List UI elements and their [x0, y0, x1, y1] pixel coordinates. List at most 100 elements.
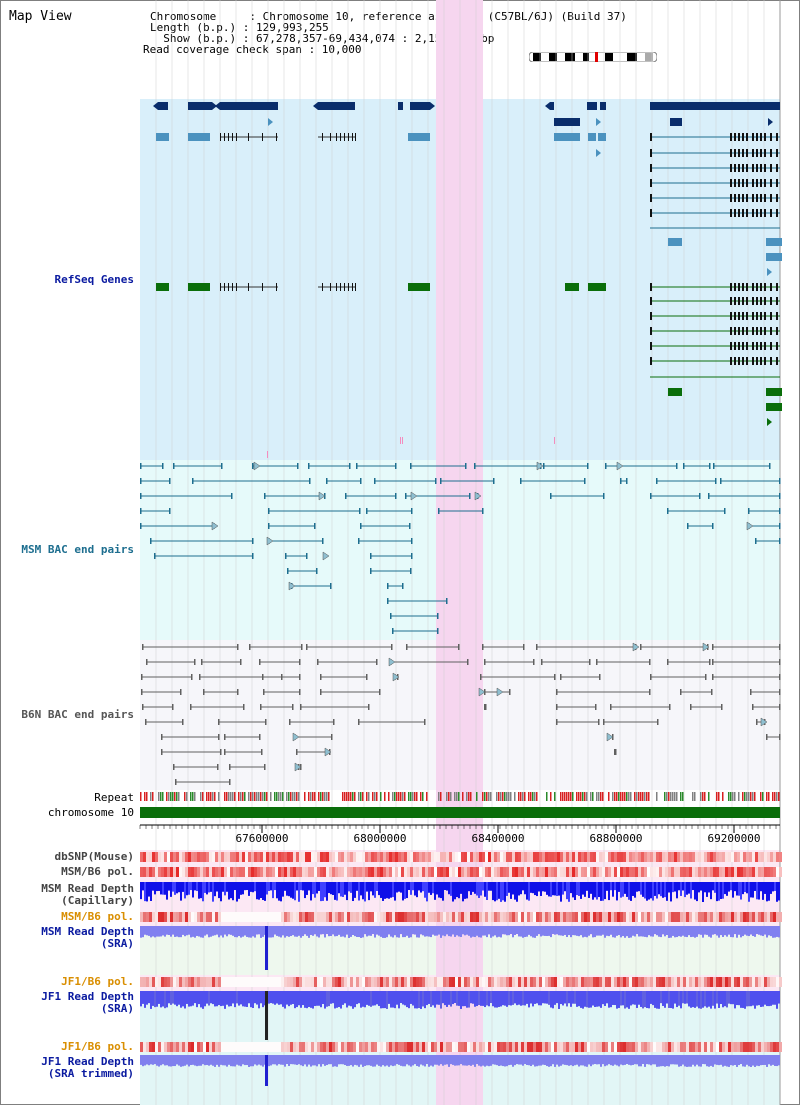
- jf1-sra-depth-bar: [306, 991, 308, 1009]
- refseq-isoform-exon: [760, 179, 762, 187]
- b6n-bac-pair-end: [712, 644, 714, 650]
- jf1-b6-pol-cell: [497, 977, 500, 987]
- msm-capillary-depth-bar: [736, 882, 738, 896]
- repeat-element: [254, 792, 256, 801]
- msm-capillary-depth-bar: [540, 882, 542, 896]
- refseq-isoform-exon: [742, 149, 744, 157]
- jf1-trimmed-depth-bar: [344, 1055, 346, 1066]
- msm-capillary-depth-bar: [194, 882, 196, 891]
- jf1-sra-depth-bar: [288, 991, 290, 1007]
- dbsnp-cell: [446, 852, 449, 862]
- repeat-element: [388, 792, 390, 801]
- repeat-element: [626, 792, 628, 801]
- dbsnp-cell: [650, 852, 653, 862]
- msm-capillary-depth-bar: [642, 882, 644, 897]
- msm-sra-depth-bar: [752, 926, 754, 936]
- dbsnp-cell: [509, 852, 512, 862]
- jf1-b6-pol-trim-cell: [521, 1042, 524, 1052]
- repeat-element: [140, 792, 142, 801]
- msm-capillary-depth-bar: [644, 882, 646, 899]
- jf1-sra-depth-bar: [606, 991, 608, 1004]
- msm-b6-pol-sra-cell: [443, 912, 446, 922]
- msm-capillary-depth-bar: [498, 882, 500, 899]
- msm-b6-pol-cell: [443, 867, 446, 877]
- msm-capillary-depth-bar: [728, 882, 730, 892]
- jf1-trimmed-depth-bar: [502, 1055, 504, 1067]
- chromosome-ideogram[interactable]: [529, 52, 657, 62]
- jf1-sra-depth-bar: [550, 991, 552, 1008]
- b6n-bac-pair-end: [201, 659, 203, 665]
- jf1-b6-pol-trim-cell: [620, 1042, 623, 1052]
- msm-sra-depth-bar: [184, 926, 186, 937]
- jf1-b6-pol-cell: [749, 977, 752, 987]
- repeat-element: [144, 792, 146, 801]
- jf1-sra-depth-bar: [704, 991, 706, 1007]
- jf1-trimmed-depth-bar: [504, 1055, 506, 1067]
- jf1-b6-pol-cell: [602, 977, 605, 987]
- jf1-b6-pol-cell: [230, 977, 233, 987]
- jf1-sra-depth-bar: [758, 991, 760, 1006]
- jf1-b6-pol-cell: [323, 977, 326, 987]
- b6n-bac-pair-end: [217, 764, 219, 770]
- msm-capillary-depth-bar: [346, 882, 348, 901]
- msm-capillary-depth-bar: [616, 882, 618, 901]
- msm-b6-pol-sra-cell: [566, 912, 569, 922]
- dbsnp-cell: [272, 852, 275, 862]
- msm-sra-depth-bar: [256, 926, 258, 935]
- b6n-bac-pair-end: [237, 644, 239, 650]
- jf1-b6-pol-cell: [761, 977, 764, 987]
- dbsnp-cell: [302, 852, 305, 862]
- msm-b6-pol-sra-cell: [242, 912, 245, 922]
- jf1-sra-depth-bar: [170, 991, 172, 1005]
- refseq-isoform-exon: [760, 327, 762, 335]
- msm-b6-pol-sra-cell: [284, 912, 287, 922]
- b6n-bac-pair-end: [766, 734, 768, 740]
- msm-sra-depth-bar: [220, 926, 222, 936]
- b6n-bac-pair-end: [218, 734, 220, 740]
- jf1-sra-depth-bar: [632, 991, 634, 1005]
- msm-b6-pol-cell: [632, 867, 635, 877]
- refseq-gene-exon: [236, 283, 237, 291]
- jf1-trimmed-depth-bar: [156, 1055, 158, 1066]
- dbsnp-cell: [269, 852, 272, 862]
- repeat-element: [618, 792, 620, 801]
- jf1-b6-pol-trim-cell: [773, 1042, 776, 1052]
- refseq-isoform-exon: [746, 342, 748, 350]
- jf1-b6-pol-trim-cell: [407, 1042, 410, 1052]
- msm-capillary-depth-bar: [750, 882, 752, 898]
- jf1-sra-depth-bar: [464, 991, 466, 1007]
- msm-capillary-depth-bar: [564, 882, 566, 892]
- dbsnp-cell: [527, 852, 530, 862]
- jf1-b6-pol-trim-cell: [173, 1042, 176, 1052]
- msm-capillary-depth-bar: [180, 882, 182, 901]
- jf1-sra-depth-bar: [480, 991, 482, 1006]
- jf1-sra-depth-bar: [706, 991, 708, 1008]
- msm-capillary-depth-bar: [584, 882, 586, 897]
- jf1-b6-pol-cell: [623, 977, 626, 987]
- msm-capillary-depth-bar: [172, 882, 174, 892]
- jf1-sra-depth-bar: [390, 991, 392, 1008]
- msm-sra-depth-bar: [496, 926, 498, 938]
- jf1-trimmed-depth-bar: [212, 1055, 214, 1066]
- jf1-sra-depth-bar: [494, 991, 496, 1008]
- msm-sra-depth-bar: [448, 926, 450, 937]
- msm-sra-depth-bar: [570, 926, 572, 938]
- repeat-element: [508, 792, 510, 801]
- jf1-b6-pol-trim-cell: [623, 1042, 626, 1052]
- jf1-trimmed-depth-bar: [612, 1055, 614, 1066]
- msm-sra-depth-bar: [146, 926, 148, 936]
- refseq-isoform-exon: [734, 312, 736, 320]
- msm-capillary-depth-bar: [454, 882, 456, 900]
- refseq-isoform-exon: [776, 194, 778, 202]
- msm-sra-depth-bar: [770, 926, 772, 937]
- refseq-tick: [267, 451, 268, 458]
- msm-b6-pol-cell: [263, 867, 266, 877]
- refseq-isoform-exon: [650, 209, 652, 217]
- msm-capillary-depth-bar: [634, 882, 636, 898]
- b6n-bac-pair-end: [556, 704, 558, 710]
- msm-sra-depth-bar: [426, 926, 428, 937]
- refseq-gene-exon: [588, 133, 596, 141]
- jf1-sra-depth-bar: [504, 991, 506, 1006]
- msm-b6-pol-cell: [734, 867, 737, 877]
